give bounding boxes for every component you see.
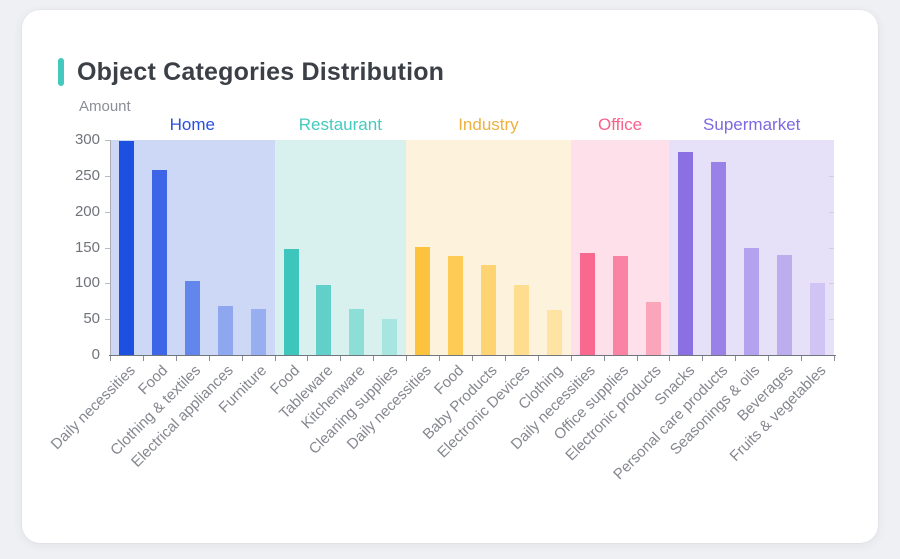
right-tick-mark [829,319,834,321]
x-tick-mark [274,356,276,361]
bar-office-supplies[interactable] [612,256,628,355]
title-accent-bar [58,58,64,86]
x-tick-mark [537,356,539,361]
y-tick-label: 50 [83,310,100,328]
bar-tableware[interactable] [316,284,332,355]
page-title: Object Categories Distribution [77,57,445,86]
x-tick-mark [175,356,177,361]
x-tick-mark [603,356,605,361]
x-tick-mark [669,356,671,361]
y-tick-mark [105,140,110,141]
group-label-restaurant: Restaurant [298,115,382,134]
x-axis-line [109,355,836,356]
bar-fruits-vegetables[interactable] [810,283,826,355]
x-tick-mark [636,356,638,361]
y-tick-label: 300 [74,131,100,148]
right-tick-mark [829,211,834,213]
bar-food[interactable] [448,256,464,355]
bar-clothing-textiles[interactable] [184,281,200,355]
bar-electrical-appliances[interactable] [217,305,233,355]
bar-daily-necessities[interactable] [415,246,431,355]
y-tick-label: 0 [91,346,100,363]
x-tick-mark [439,356,441,361]
x-tick-mark [241,356,243,361]
group-label-office: Office [598,115,643,134]
group-label-supermarket: Supermarket [703,115,801,134]
x-tick-mark [373,356,375,361]
x-tick-mark [768,356,770,361]
bar-clothing[interactable] [546,309,562,355]
y-tick-label: 150 [74,238,100,256]
x-tick-mark [340,356,342,361]
bar-daily-necessities[interactable] [118,141,134,355]
y-tick-mark [105,175,110,177]
y-tick-mark [105,247,110,249]
x-tick-mark [504,356,506,361]
bar-kitchenware[interactable] [349,309,365,355]
bar-personal-care-products[interactable] [711,162,727,355]
bar-daily-necessities[interactable] [579,253,595,355]
bar-furniture[interactable] [250,309,266,355]
group-label-industry: Industry [458,115,519,134]
bar-beverages[interactable] [777,254,793,355]
bar-electronic-products[interactable] [645,301,661,355]
x-tick-mark [735,356,737,361]
y-axis-title: Amount [79,98,131,115]
y-tick-label: 200 [74,202,100,220]
bar-electronic-devices[interactable] [513,284,529,355]
bar-cleaning-supplies[interactable] [382,319,398,355]
bar-seasonings-oils[interactable] [744,248,760,355]
x-tick-mark [570,356,572,361]
x-tick-mark [472,356,473,361]
bar-food[interactable] [283,248,299,355]
bar-snacks[interactable] [678,152,694,355]
x-axis-labels: Daily necessities Food Clothing & textiles… [47,362,834,522]
y-tick-label: 100 [74,274,100,292]
x-tick-mark [406,356,408,361]
x-tick-mark [801,356,803,361]
right-tick-mark [829,175,834,177]
right-tick-mark [829,283,834,285]
chart-header: Object Categories Distribution [58,56,444,88]
x-tick-mark [208,356,210,361]
x-tick-mark [702,356,704,361]
y-tick-mark [105,283,110,285]
x-tick-mark [110,356,111,361]
group-label-home: Home [169,115,215,134]
bar-chart-plot [110,140,834,355]
y-tick-mark [105,211,110,213]
y-tick-mark [105,319,110,321]
chart-card: Object Categories Distribution Amount 0 5… [22,10,878,543]
right-tick-mark [829,247,834,249]
y-axis-line [110,140,111,355]
bar-food[interactable] [151,170,167,355]
bar-baby-products[interactable] [480,264,496,355]
y-tick-label: 250 [74,166,100,184]
x-tick-mark [307,356,309,361]
x-tick-mark [834,356,835,361]
x-tick-mark [142,356,144,361]
